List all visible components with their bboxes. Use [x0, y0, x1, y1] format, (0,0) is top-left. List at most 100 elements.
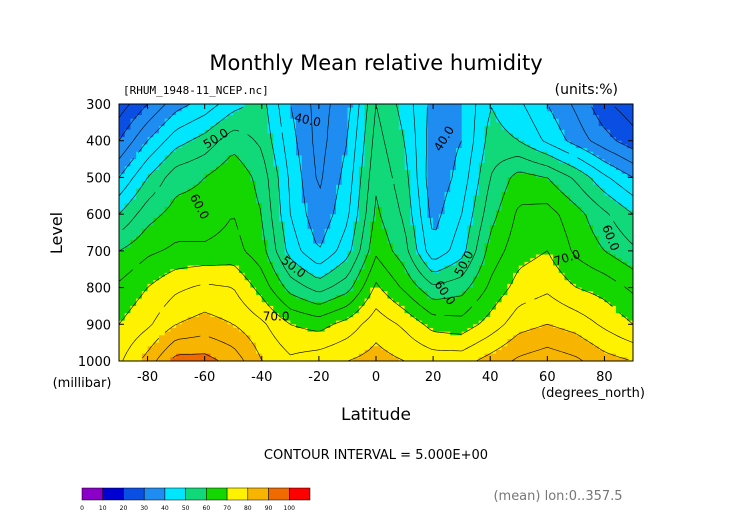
contour-cell	[484, 148, 491, 153]
contour-cell	[535, 177, 543, 182]
contour-cell	[124, 203, 132, 208]
contour-cell	[273, 210, 280, 215]
contour-cell	[204, 283, 211, 289]
contour-cell	[187, 111, 194, 116]
contour-cell	[615, 177, 623, 182]
contour-cell	[415, 155, 423, 160]
contour-cell	[256, 210, 263, 215]
contour-cell	[278, 129, 286, 134]
contour-cell	[581, 162, 588, 168]
contour-cell	[353, 261, 360, 267]
contour-cell	[318, 162, 326, 168]
contour-cell	[250, 302, 257, 307]
contour-cell	[250, 129, 257, 134]
contour-cell	[347, 272, 354, 278]
contour-cell	[193, 258, 200, 263]
contour-cell	[450, 199, 457, 204]
contour-cell	[164, 148, 171, 153]
contour-cell	[204, 254, 211, 259]
contour-cell	[427, 188, 434, 193]
contour-cell	[387, 206, 394, 212]
contour-cell	[398, 294, 406, 300]
contour-cell	[610, 287, 617, 292]
contour-cell	[124, 258, 132, 263]
contour-cell	[176, 151, 183, 156]
contour-cell	[261, 250, 269, 256]
contour-cell	[381, 166, 389, 171]
contour-cell	[164, 236, 171, 241]
contour-cell	[238, 166, 246, 171]
contour-cell	[301, 294, 309, 300]
contour-cell	[341, 247, 349, 252]
contour-cell	[490, 188, 497, 193]
contour-cell	[575, 195, 583, 201]
contour-cell	[227, 195, 234, 201]
contour-cell	[278, 305, 286, 311]
contour-cell	[358, 280, 366, 285]
contour-cell	[353, 210, 360, 215]
contour-cell	[541, 239, 548, 245]
contour-cell	[256, 243, 263, 248]
contour-cell	[593, 272, 600, 278]
contour-cell	[170, 206, 177, 212]
contour-cell	[415, 107, 423, 112]
contour-cell	[524, 148, 531, 153]
contour-cell	[461, 206, 468, 212]
contour-cell	[364, 166, 371, 171]
contour-cell	[284, 151, 291, 156]
contour-cell	[221, 276, 229, 281]
contour-cell	[250, 159, 257, 164]
contour-cell	[421, 272, 428, 278]
contour-cell	[615, 269, 623, 274]
contour-cell	[330, 126, 337, 131]
contour-cell	[490, 217, 497, 223]
contour-cell	[250, 111, 257, 116]
contour-cell	[541, 137, 548, 142]
contour-cell	[587, 261, 594, 267]
contour-cell	[347, 159, 354, 164]
contour-cell	[530, 236, 537, 241]
contour-cell	[210, 148, 217, 153]
contour-cell	[233, 276, 240, 281]
contour-cell	[587, 272, 594, 278]
contour-cell	[627, 170, 633, 175]
contour-cell	[210, 294, 217, 300]
contour-cell	[250, 254, 257, 259]
contour-cell	[187, 188, 194, 193]
contour-cell	[404, 210, 411, 215]
contour-cell	[353, 272, 360, 278]
contour-cell	[547, 159, 554, 164]
contour-cell	[461, 287, 468, 292]
contour-cell	[564, 247, 571, 252]
contour-cell	[604, 140, 611, 145]
contour-cell	[484, 258, 491, 263]
contour-cell	[444, 221, 451, 226]
contour-cell	[427, 243, 434, 248]
contour-cell	[353, 126, 360, 131]
contour-cell	[513, 210, 520, 215]
contour-cell	[181, 118, 189, 123]
contour-cell	[570, 217, 577, 223]
contour-cell	[290, 206, 297, 212]
contour-cell	[621, 254, 628, 259]
contour-cell	[221, 195, 229, 201]
contour-cell	[153, 287, 160, 292]
contour-cell	[250, 162, 257, 168]
contour-cell	[130, 151, 137, 156]
contour-cell	[530, 104, 537, 109]
contour-cell	[238, 210, 246, 215]
contour-cell	[387, 214, 394, 219]
contour-cell	[570, 291, 577, 296]
contour-cell	[341, 159, 349, 164]
contour-cell	[530, 250, 537, 256]
contour-cell	[227, 159, 234, 164]
contour-cell	[364, 225, 371, 230]
contour-cell	[490, 181, 497, 186]
contour-cell	[615, 228, 623, 234]
contour-cell	[210, 302, 217, 307]
contour-cell	[490, 287, 497, 292]
contour-cell	[524, 269, 531, 274]
contour-cell	[301, 118, 309, 123]
contour-cell	[501, 122, 508, 127]
contour-cell	[124, 250, 132, 256]
